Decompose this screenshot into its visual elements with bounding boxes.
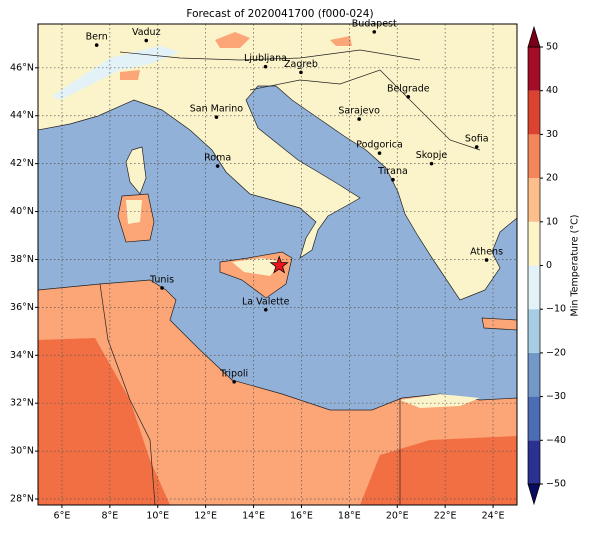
y-tick-label: 30°N <box>10 446 34 457</box>
city-dot <box>406 95 411 99</box>
city-dot <box>484 258 489 262</box>
city-dot <box>232 380 236 384</box>
map-frame <box>37 23 518 506</box>
colorbar-tick-label: −10 <box>546 304 566 315</box>
x-tick-label: 6°E <box>54 511 71 522</box>
border <box>249 69 481 151</box>
overlays: 6°E 8°E 10°E 12°E 14°E 16°E 18°E 20°E 22°E 24°E 28… <box>10 18 580 521</box>
city-dot <box>391 177 395 182</box>
colorbar-tick-label: 30 <box>546 129 558 140</box>
x-tick-label: 16°E <box>290 511 313 522</box>
colorbar-band <box>528 309 540 353</box>
city-label: Bern <box>86 32 108 43</box>
north-africa-hot <box>360 436 517 505</box>
city-label: Tirana <box>377 166 408 177</box>
city-label: San Marino <box>190 104 243 115</box>
city-dot <box>474 145 479 149</box>
colorbar-band <box>528 134 540 179</box>
warm-patch <box>215 32 250 48</box>
y-tick-label: 44°N <box>10 110 34 121</box>
x-tick-label: 8°E <box>101 511 118 522</box>
city-dot <box>357 117 361 121</box>
colorbar-band <box>528 178 540 222</box>
colorbar-extend <box>527 483 541 506</box>
city-dot <box>263 64 268 69</box>
warm-patch <box>330 36 352 46</box>
colorbar-band <box>528 221 540 266</box>
colorbar-label: Min Temperature (°C) <box>570 215 581 317</box>
colorbar-tick-label: 50 <box>546 42 558 53</box>
colorbar-extend <box>527 25 541 48</box>
colorbar-tick-label: −30 <box>546 391 566 402</box>
x-tick-label: 18°E <box>338 511 361 522</box>
x-tick-label: 22°E <box>434 511 457 522</box>
city-dot <box>215 164 220 168</box>
y-tick-label: 42°N <box>10 158 34 169</box>
city-label: Vaduz <box>132 27 161 38</box>
city-dot <box>299 70 303 75</box>
city-label: Podgorica <box>356 140 403 151</box>
warm-patch <box>120 70 140 80</box>
city-label: Sarajevo <box>338 106 380 117</box>
colorbar-band <box>528 352 540 397</box>
x-tick-label: 10°E <box>146 511 169 522</box>
sardinia-cool <box>126 200 142 224</box>
colorbar-band <box>528 265 540 310</box>
colorbar-tick-label: −40 <box>546 435 566 446</box>
y-tick-label: 40°N <box>10 206 34 217</box>
colorbar-tick-label: 10 <box>546 216 558 227</box>
map-title: Forecast of 2020041700 (f000-024) <box>186 8 373 20</box>
city-label: Ljubljana <box>244 53 287 64</box>
y-tick-label: 38°N <box>10 254 34 265</box>
corsica <box>125 146 147 195</box>
border <box>119 49 421 61</box>
x-tick-label: 20°E <box>386 511 409 522</box>
coastal-cool <box>400 394 480 408</box>
x-tick-label: 14°E <box>242 511 265 522</box>
colorbar-tick-label: 40 <box>546 85 558 96</box>
city-dot <box>214 115 219 119</box>
y-tick-label: 36°N <box>10 302 34 313</box>
city-label: Skopje <box>416 150 448 161</box>
colorbar-band <box>528 47 540 91</box>
city-dot <box>144 38 149 43</box>
border <box>99 283 156 506</box>
crete <box>481 317 518 331</box>
city-label: Athens <box>470 246 503 257</box>
city-label: Roma <box>204 153 231 164</box>
city-label: Tripoli <box>219 368 248 379</box>
city-label: Sofia <box>465 133 489 144</box>
city-dot <box>429 161 434 166</box>
y-tick-label: 46°N <box>10 62 34 73</box>
star-marker <box>269 255 289 274</box>
x-tick-label: 24°E <box>482 511 505 522</box>
colorbar-band <box>528 440 540 484</box>
graticule <box>38 24 517 505</box>
city-dot <box>263 307 268 312</box>
city-label: La Valette <box>242 296 290 307</box>
colorbar-tick-label: −50 <box>546 479 566 490</box>
city-label: Budapest <box>352 18 397 29</box>
y-tick-label: 34°N <box>10 350 34 361</box>
cold-patch <box>52 46 180 100</box>
x-tick-label: 12°E <box>194 511 217 522</box>
y-tick-label: 32°N <box>10 398 34 409</box>
city-label: Zagreb <box>284 59 318 70</box>
city-label: Belgrade <box>387 83 430 94</box>
colorbar-tick-label: −20 <box>546 347 566 358</box>
city-dot <box>94 43 99 47</box>
city-label: Tunis <box>149 274 174 285</box>
city-dot <box>160 286 164 290</box>
colorbar-tick-label: 20 <box>546 173 558 184</box>
city-dot <box>377 151 382 155</box>
y-tick-label: 28°N <box>10 494 34 505</box>
colorbar-band <box>528 90 540 135</box>
sicily-cool <box>232 258 282 276</box>
colorbar-tick-label: 0 <box>546 260 552 271</box>
city-dot <box>372 30 377 34</box>
north-africa-hot <box>38 338 170 505</box>
colorbar-band <box>528 396 540 441</box>
